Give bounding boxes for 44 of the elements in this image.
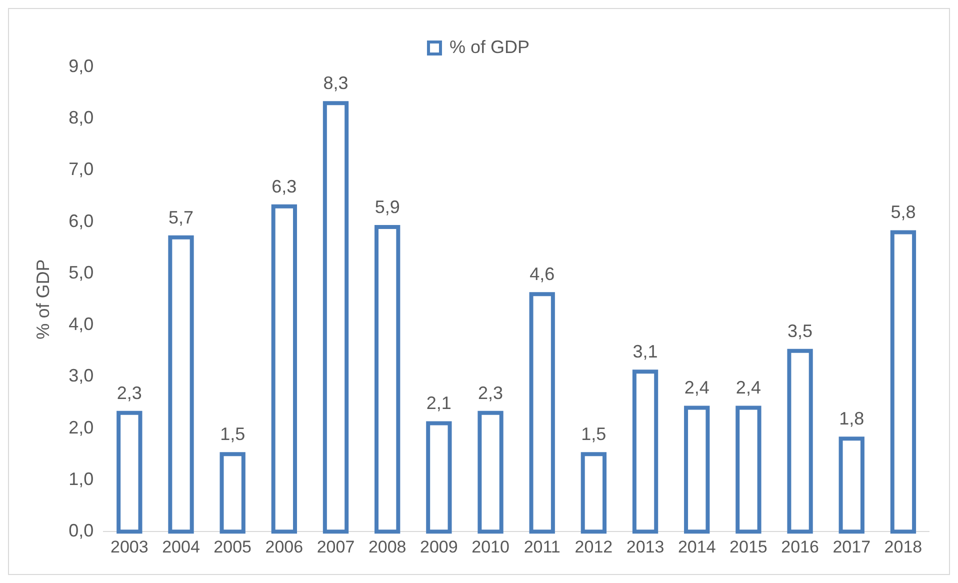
data-label: 2,1 [426,393,452,414]
x-tick-label: 2018 [884,537,922,556]
x-tick-label: 2005 [214,537,252,556]
data-label: 4,6 [530,264,555,284]
y-tick-label: 1,0 [68,468,94,489]
y-tick-label: 9,0 [68,56,94,76]
x-tick-label: 2017 [832,537,871,556]
y-tick-label: 6,0 [68,210,94,231]
y-tick-label: 8,0 [68,108,94,128]
y-tick-label: 5,0 [68,262,94,282]
data-label: 3,1 [632,342,658,362]
x-tick-label: 2004 [162,537,200,556]
legend-label: % of GDP [449,36,530,57]
y-tick-label: 3,0 [68,366,94,386]
data-label: 1,8 [839,408,864,429]
y-tick-label: 7,0 [68,159,94,180]
data-label: 5,9 [374,197,400,217]
data-label: 2,4 [684,378,710,398]
data-label: 5,8 [890,202,916,222]
x-tick-label: 2010 [472,537,510,556]
x-tick-label: 2016 [781,537,819,556]
y-tick-label: 4,0 [68,314,94,334]
y-tick-label: 0,0 [68,520,94,541]
x-tick-label: 2015 [730,537,768,556]
data-label: 2,3 [478,382,504,403]
x-tick-label: 2009 [420,537,458,556]
x-tick-label: 2011 [524,537,560,556]
data-label: 6,3 [272,176,297,196]
x-tick-label: 2013 [626,537,664,556]
y-axis-title: % of GDP [32,259,53,340]
data-label: 2,4 [736,378,761,398]
data-label: 2,3 [116,382,142,403]
data-label: 1,5 [581,424,606,444]
x-tick-label: 2012 [574,537,613,556]
x-tick-label: 2003 [110,537,148,556]
x-tick-label: 2008 [368,537,406,556]
data-label: 8,3 [323,73,348,94]
data-label: 3,5 [788,320,813,341]
data-label: 1,5 [220,424,246,444]
y-tick-label: 2,0 [68,417,94,438]
x-tick-label: 2006 [265,537,304,556]
x-tick-label: 2014 [678,537,716,556]
data-label: 5,7 [168,207,194,228]
x-tick-label: 2007 [316,537,355,556]
